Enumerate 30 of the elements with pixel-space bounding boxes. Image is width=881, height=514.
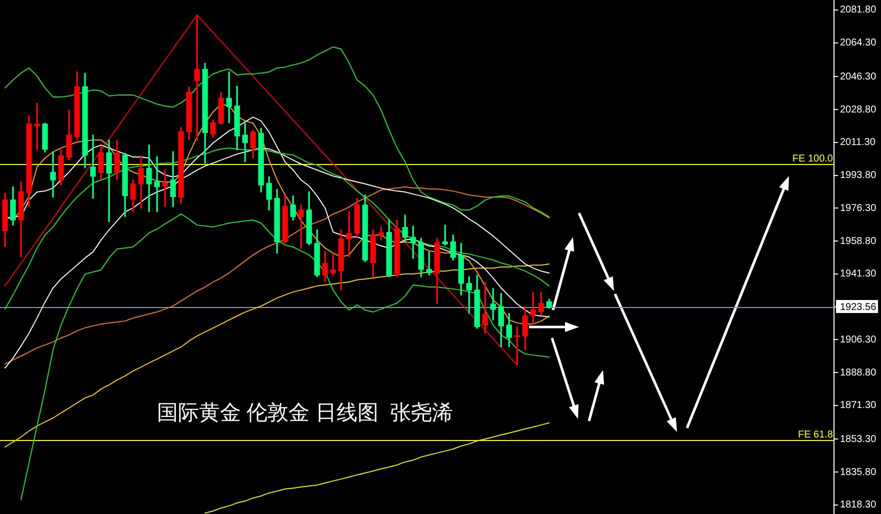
y-tick-label: 2046.30 bbox=[840, 71, 877, 82]
y-tick-label: 1853.30 bbox=[840, 434, 877, 445]
candlestick bbox=[194, 14, 200, 140]
candlestick bbox=[242, 122, 248, 162]
y-tick-label: 1993.80 bbox=[840, 170, 877, 182]
y-tick-label: 1888.80 bbox=[840, 367, 877, 378]
candlestick bbox=[226, 71, 232, 124]
y-tick-label: 1818.30 bbox=[840, 500, 877, 511]
y-tick-label: 2028.80 bbox=[840, 104, 877, 116]
candlestick bbox=[154, 156, 160, 212]
candlestick bbox=[90, 134, 96, 199]
candlestick bbox=[146, 144, 152, 212]
candlestick bbox=[34, 102, 40, 150]
candlestick bbox=[106, 140, 112, 222]
y-tick-label: 2011.30 bbox=[840, 137, 876, 148]
candlestick bbox=[298, 204, 304, 249]
text: 国际黄金 伦敦金 日线图 张尧浠 bbox=[156, 402, 454, 425]
y-tick-label: 1941.30 bbox=[840, 268, 877, 280]
y-tick-label: 2064.30 bbox=[840, 38, 877, 49]
y-tick-label: 2081.80 bbox=[840, 4, 877, 16]
y-tick-label: 1976.30 bbox=[840, 202, 877, 214]
candlestick bbox=[50, 151, 56, 198]
y-tick-label: 1871.30 bbox=[840, 400, 877, 412]
ref-line-label: FE 61.8 bbox=[798, 429, 834, 440]
y-tick-label: 1835.80 bbox=[840, 466, 877, 478]
y-tick-label: 1906.30 bbox=[840, 334, 877, 346]
y-tick-label: 1958.80 bbox=[840, 236, 877, 247]
y-tick-label: 1923.56 bbox=[840, 302, 877, 313]
ref-line-label: FE 100.0 bbox=[792, 153, 834, 164]
candlestick bbox=[162, 170, 168, 207]
